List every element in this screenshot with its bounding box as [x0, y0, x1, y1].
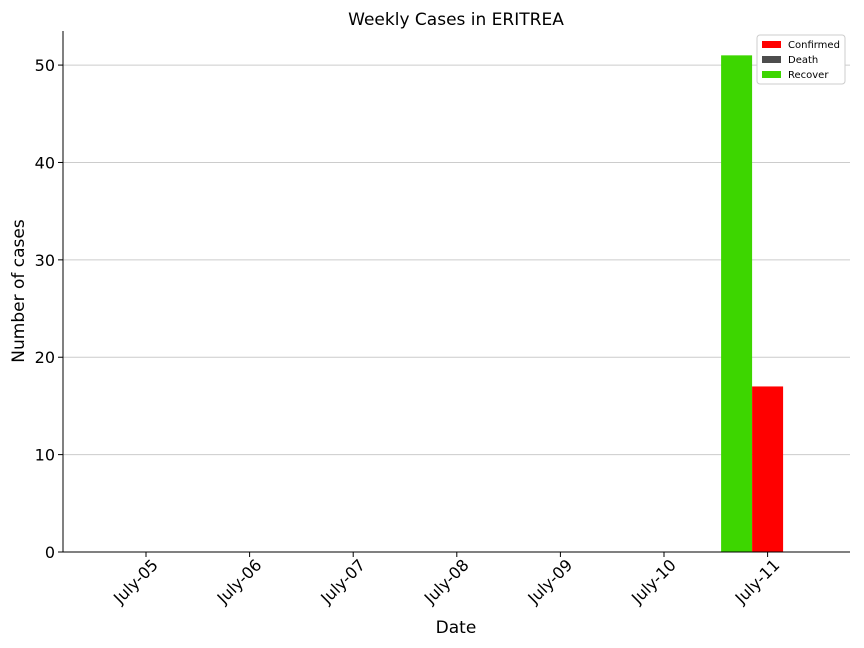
y-tick-label: 0 [45, 543, 55, 562]
y-tick-label: 20 [35, 348, 55, 367]
legend-swatch-confirmed [762, 41, 781, 48]
x-tick-label: July-07 [316, 555, 369, 608]
bar-recover [721, 55, 753, 552]
y-tick-label: 40 [35, 153, 55, 172]
legend-swatch-recover [762, 71, 781, 78]
x-tick-label: July-08 [420, 555, 473, 608]
legend-swatch-death [762, 56, 781, 63]
chart-title: Weekly Cases in ERITREA [348, 10, 564, 30]
x-tick-label: July-11 [731, 555, 784, 608]
bar-confirmed [752, 386, 784, 552]
x-tick-label: July-05 [109, 555, 162, 608]
y-axis-title: Number of cases [9, 219, 29, 363]
x-tick-label: July-10 [627, 555, 680, 608]
y-ticks: 0 10 20 30 40 50 [35, 56, 63, 562]
gridlines [63, 64, 850, 456]
x-tick-label: July-06 [213, 555, 266, 608]
y-tick-label: 30 [35, 251, 55, 270]
legend-label-confirmed: Confirmed [788, 40, 840, 51]
legend: Confirmed Death Recover [756, 34, 846, 85]
legend-label-recover: Recover [788, 70, 829, 81]
bars [721, 55, 784, 552]
x-tick-label: July-09 [523, 555, 576, 608]
y-tick-label: 50 [35, 56, 55, 75]
y-tick-label: 10 [35, 446, 55, 465]
x-axis-title: Date [436, 618, 477, 638]
x-ticks: July-05 July-06 July-07 July-08 July-09 July-… [109, 552, 783, 608]
legend-label-death: Death [788, 55, 818, 66]
